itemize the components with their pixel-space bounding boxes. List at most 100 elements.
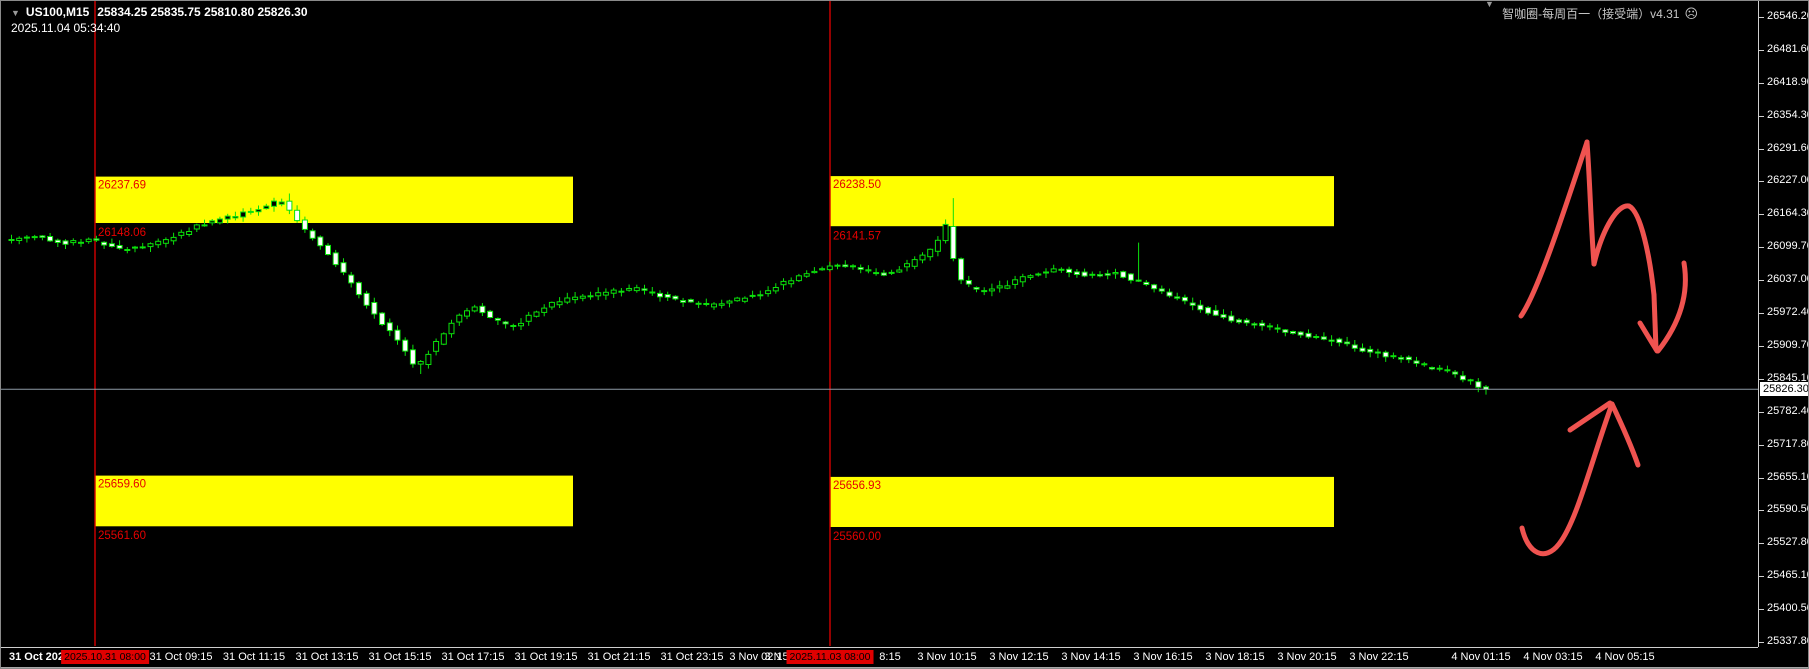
candle	[741, 297, 748, 302]
price-axis-tick	[1759, 181, 1764, 183]
chart-plot-area[interactable]: 26237.69 26148.06 26238.50 26141.57 25659.60…	[1, 1, 1758, 647]
candle	[325, 244, 331, 255]
candle	[1158, 288, 1165, 292]
time-axis-label: 4 Nov 01:15	[1451, 651, 1511, 663]
candle	[271, 200, 277, 207]
candle	[31, 236, 38, 239]
zones-layer	[95, 176, 1334, 527]
candle	[1436, 367, 1443, 370]
candle	[263, 205, 270, 210]
candle	[649, 291, 656, 294]
price-axis-label: 25527.80	[1767, 536, 1809, 549]
candle	[626, 288, 633, 291]
annotation-stroke[interactable]	[1518, 139, 1590, 319]
price-axis-label: 25465.10	[1767, 569, 1809, 582]
price-axis-tick	[1759, 510, 1764, 512]
candle	[1143, 281, 1150, 285]
time-axis[interactable]: 31 Oct 2025 2025.10.31 08:00 31 Oct 09:15 3…	[1, 647, 1758, 667]
candle	[1050, 268, 1057, 273]
candle	[124, 249, 131, 251]
price-axis-label: 25400.50	[1767, 602, 1809, 615]
candle	[1205, 307, 1212, 314]
candle	[1429, 367, 1435, 370]
candle	[595, 292, 602, 297]
candle	[394, 329, 401, 341]
candle	[610, 289, 617, 294]
candle	[1228, 315, 1235, 322]
zone-top-price-label: 25659.60	[98, 479, 146, 491]
price-axis-tick	[1759, 477, 1764, 479]
candle	[1189, 302, 1196, 306]
candle	[1220, 314, 1227, 318]
candle	[981, 290, 988, 293]
candle	[1282, 329, 1289, 333]
price-axis-tick	[1759, 148, 1764, 150]
supply-demand-zone[interactable]	[830, 476, 1334, 527]
time-axis-label: 4 Nov 05:15	[1595, 651, 1655, 663]
candle	[85, 238, 92, 243]
candle	[147, 243, 154, 248]
annotation-stroke[interactable]	[1609, 401, 1641, 468]
candle	[718, 303, 725, 306]
candle	[1259, 322, 1266, 327]
price-axis[interactable]: 26546.20 26481.60 26418.90 26354.30 26291.60…	[1758, 1, 1809, 647]
price-axis-label: 25655.10	[1767, 470, 1809, 483]
annotation-stroke[interactable]	[1655, 260, 1688, 354]
collapse-triangle-icon[interactable]: ▼	[11, 8, 20, 18]
annotation-stroke[interactable]	[1591, 203, 1657, 298]
candle	[170, 236, 177, 242]
candle	[780, 280, 787, 286]
candle	[896, 269, 903, 273]
candle	[1027, 275, 1034, 278]
candle	[1398, 357, 1405, 360]
candle	[255, 209, 262, 213]
price-axis-tick	[1759, 543, 1764, 545]
time-axis-label: 3 Nov 12:15	[989, 651, 1049, 663]
candle	[726, 300, 733, 304]
hand-drawn-annotation[interactable]	[1518, 139, 1688, 557]
candle	[93, 238, 100, 241]
supply-demand-zone[interactable]	[95, 475, 573, 527]
candle	[657, 292, 663, 298]
time-axis-label: 31 Oct 19:15	[514, 651, 578, 663]
candle	[772, 287, 779, 292]
supply-demand-zone[interactable]	[830, 176, 1334, 227]
candle	[1112, 272, 1119, 275]
candle	[672, 295, 679, 300]
supply-demand-zone[interactable]	[95, 176, 573, 223]
annotation-stroke[interactable]	[1567, 400, 1613, 433]
annotation-stroke[interactable]	[1519, 401, 1615, 557]
price-axis-tick	[1759, 247, 1764, 249]
time-axis-label: 31 Oct 09:15	[149, 651, 213, 663]
sad-face-icon[interactable]: ☹	[1684, 6, 1698, 21]
candle	[1320, 336, 1327, 340]
annotation-stroke[interactable]	[1651, 292, 1659, 352]
price-axis-tick	[1759, 411, 1764, 413]
candle	[687, 299, 694, 303]
candle	[1390, 355, 1397, 358]
candle	[734, 297, 741, 302]
candle	[363, 292, 370, 306]
candle	[695, 302, 702, 305]
candle	[209, 220, 216, 224]
candle	[155, 240, 162, 246]
candlestick-chart[interactable]: 26237.69 26148.06 26238.50 26141.57 25659.60…	[1, 1, 1758, 647]
candle	[1174, 296, 1181, 299]
price-axis-tick	[1759, 642, 1764, 643]
window-bottom-border	[1, 667, 1808, 668]
candle	[471, 306, 478, 312]
candle	[973, 287, 980, 290]
event-time-badge: 2025.10.31 08:00	[61, 650, 149, 664]
candle	[587, 295, 594, 298]
time-axis-label: 31 Oct 11:15	[222, 651, 286, 663]
candle	[1151, 284, 1158, 290]
candle	[633, 287, 640, 292]
candle	[425, 353, 432, 365]
annotation-stroke[interactable]	[1584, 139, 1597, 267]
candle	[1120, 271, 1127, 278]
candle	[1035, 273, 1042, 276]
candle	[1367, 348, 1374, 353]
candle	[1135, 279, 1142, 282]
annotation-stroke[interactable]	[1637, 320, 1660, 354]
